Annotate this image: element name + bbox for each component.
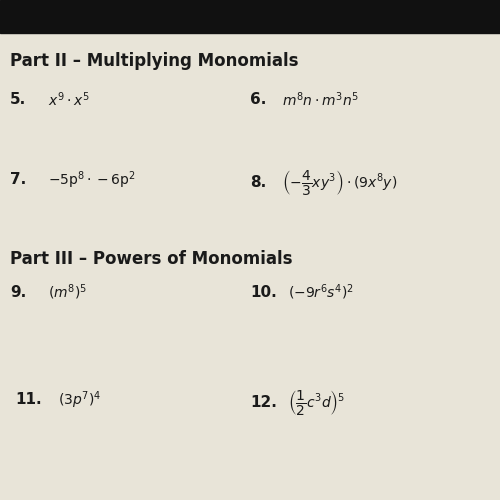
Text: $\left(-\dfrac{4}{3}xy^3\right)\cdot(9x^8y)$: $\left(-\dfrac{4}{3}xy^3\right)\cdot(9x^… (282, 168, 398, 197)
Text: $x^9 \cdot x^5$: $x^9 \cdot x^5$ (48, 90, 90, 110)
Text: 6.: 6. (250, 92, 266, 108)
Text: Part II – Multiplying Monomials: Part II – Multiplying Monomials (10, 52, 298, 70)
Text: $\left(\dfrac{1}{2}c^3d\right)^5$: $\left(\dfrac{1}{2}c^3d\right)^5$ (288, 388, 345, 417)
Bar (0, 0, 500, 32)
Text: 7.: 7. (10, 172, 26, 188)
Text: $\mathsf{-5p^8 \cdot -6p^2}$: $\mathsf{-5p^8 \cdot -6p^2}$ (48, 169, 136, 191)
Text: 8.: 8. (250, 175, 266, 190)
Text: $m^8n \cdot m^3n^5$: $m^8n \cdot m^3n^5$ (282, 90, 360, 110)
Text: 12.: 12. (250, 395, 277, 410)
Text: 5.: 5. (10, 92, 26, 108)
Text: $(-9r^6s^4)^2$: $(-9r^6s^4)^2$ (288, 282, 354, 302)
Text: $(m^8)^5$: $(m^8)^5$ (48, 282, 86, 302)
Text: $(3p^7)^4$: $(3p^7)^4$ (58, 389, 101, 411)
Text: 9.: 9. (10, 285, 26, 300)
Text: 11.: 11. (15, 392, 42, 407)
Text: 10.: 10. (250, 285, 277, 300)
Text: Part III – Powers of Monomials: Part III – Powers of Monomials (10, 250, 292, 268)
